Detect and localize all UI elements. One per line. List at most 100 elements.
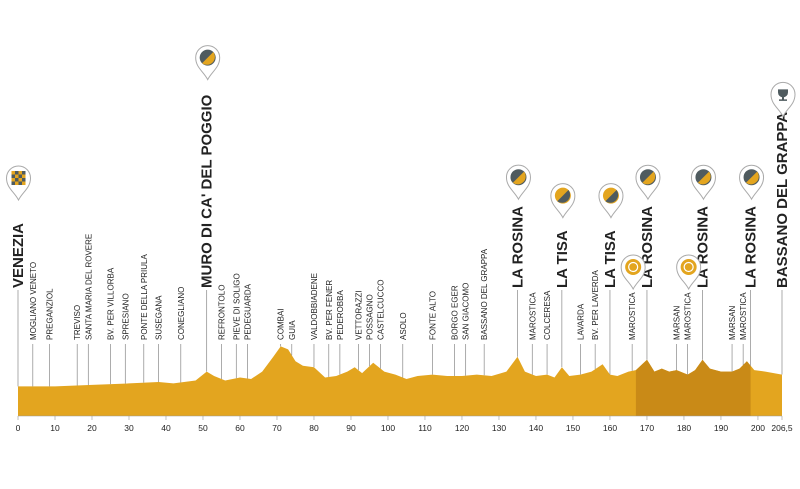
x-tick-label: 130 <box>492 423 506 433</box>
checkered-flag-icon <box>15 174 19 178</box>
checkered-flag-icon <box>22 171 26 175</box>
x-tick-label: 10 <box>50 423 60 433</box>
location-label: ASOLO <box>399 312 408 340</box>
x-tick-label: 190 <box>714 423 728 433</box>
location-label: MOGLIANO VENETO <box>29 262 38 340</box>
location-label: BV. PER FENER <box>325 280 334 340</box>
location-label: LA TISA <box>554 230 571 288</box>
checkered-flag-icon <box>22 178 26 182</box>
location-label: SANTA MARIA DEL ROVERE <box>84 234 93 340</box>
pin-marker <box>620 254 646 291</box>
location-label: BV. PER VILLORBA <box>106 267 115 340</box>
x-tick-label: 200 <box>751 423 765 433</box>
location-label: SAN GIACOMO <box>462 283 471 340</box>
location-label: CONEGLIANO <box>177 287 186 340</box>
climb-icon-half <box>745 171 759 185</box>
location-label: GUIA <box>288 320 297 340</box>
climb-icon-half <box>202 52 215 65</box>
location-label: PEDEGUARDA <box>243 283 252 340</box>
pin-marker <box>770 81 796 118</box>
x-tick-label: 60 <box>235 423 245 433</box>
checkered-flag-icon <box>11 181 15 185</box>
location-label: TREVISO <box>73 305 82 340</box>
x-tick-label: 120 <box>455 423 469 433</box>
sprint-icon-ring <box>683 261 694 273</box>
location-label: FONTE ALTO <box>428 291 437 340</box>
pin-marker <box>505 164 531 201</box>
checkered-flag-icon <box>11 178 15 182</box>
location-label: REFRONTOLO <box>217 285 226 340</box>
location-label: BORGO EGER <box>451 285 460 340</box>
pin-marker <box>739 164 765 201</box>
location-label: COLCERESA <box>543 290 552 340</box>
pin-marker <box>635 164 661 201</box>
location-label: MURO DI CA' DEL POGGIO <box>199 94 216 288</box>
x-tick-label: 180 <box>677 423 691 433</box>
x-tick-label: 150 <box>566 423 580 433</box>
pin-marker <box>550 183 576 219</box>
final-circuit-area <box>635 359 751 416</box>
location-label: LA TISA <box>602 230 619 288</box>
checkered-flag-icon <box>18 181 22 185</box>
x-tick-label: 160 <box>603 423 617 433</box>
climb-icon-half <box>557 190 571 203</box>
climb-icon-half <box>642 171 656 185</box>
location-label: MAROSTICA <box>684 292 693 340</box>
x-tick-label: 50 <box>198 423 208 433</box>
checkered-flag-icon <box>11 174 15 178</box>
location-label: LA ROSINA <box>509 206 526 288</box>
location-label: MARSAN <box>728 306 737 340</box>
location-label: BASSANO DEL GRAPPA <box>774 112 791 288</box>
location-label: PREGANZIOL <box>45 288 54 340</box>
trophy-glyph <box>778 89 788 101</box>
location-label: POSSAGNO <box>365 294 374 340</box>
sprint-icon-ring <box>628 261 639 273</box>
checkered-flag-icon <box>18 174 22 178</box>
location-label: SUSEGANA <box>155 295 164 340</box>
location-label: MAROSTICA <box>739 292 748 340</box>
pin-marker <box>676 254 702 291</box>
x-tick-label: 40 <box>161 423 171 433</box>
location-label: SPRESIANO <box>121 293 130 340</box>
x-tick-label: 0 <box>16 423 21 433</box>
x-tick-label: 70 <box>272 423 282 433</box>
location-label: COMBAI <box>277 308 286 340</box>
location-label: MAROSTICA <box>628 292 637 340</box>
location-label: VALDOBBIADENE <box>310 273 319 340</box>
x-tick-label: 100 <box>381 423 395 433</box>
location-label: BASSANO DEL GRAPPA <box>480 248 489 340</box>
x-tick-label: 140 <box>529 423 543 433</box>
location-label: MAROSTICA <box>528 292 537 340</box>
location-label: PONTE DELLA PRIULA <box>140 254 149 340</box>
x-tick-label: 20 <box>87 423 97 433</box>
location-label: CASTELCUCCO <box>377 280 386 340</box>
sprint-icon <box>625 259 642 275</box>
checkered-flag-icon <box>22 174 26 178</box>
x-tick-label: 110 <box>418 423 432 433</box>
location-label: LAVARDA <box>576 303 585 340</box>
climb-icon-half <box>605 190 619 203</box>
checkered-flag-icon <box>18 178 22 182</box>
elevation-area <box>18 346 782 416</box>
checkered-flag-icon <box>11 171 15 175</box>
location-label: PIEVE DI SOLIGO <box>232 273 241 340</box>
location-label: VETTORAZZI <box>354 290 363 340</box>
x-tick-label: 206,5 <box>771 423 793 433</box>
location-label: BV. PER LAVERDA <box>591 270 600 340</box>
sprint-icon <box>680 259 697 275</box>
location-label: PEDEROBBA <box>336 290 345 340</box>
checkered-flag-icon <box>18 171 22 175</box>
location-label: MARSAN <box>673 306 682 340</box>
checkered-flag-icon <box>15 181 19 185</box>
pin-marker <box>598 183 624 219</box>
pin-marker <box>195 45 221 81</box>
climb-icon-half <box>697 171 711 185</box>
x-tick-label: 80 <box>309 423 319 433</box>
climb-icon-half <box>512 171 526 185</box>
start-marker <box>5 165 32 202</box>
checkered-flag-icon <box>15 171 19 175</box>
pin-marker <box>690 164 716 201</box>
checkered-flag-icon <box>15 178 19 182</box>
